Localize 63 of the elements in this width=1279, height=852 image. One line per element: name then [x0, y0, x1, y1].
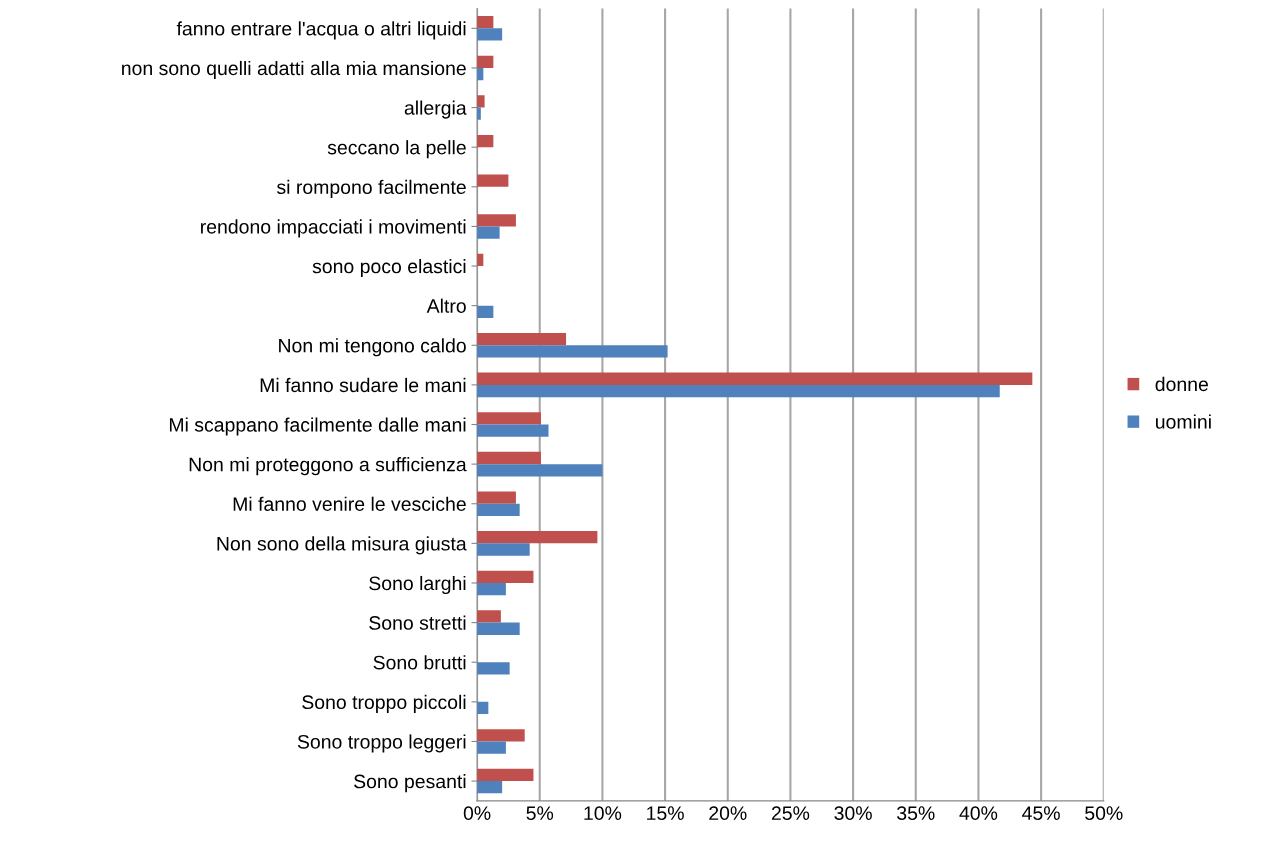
bar: [477, 16, 494, 29]
x-tick-label: 30%: [834, 806, 872, 821]
bar: [477, 226, 500, 239]
x-tick-label: 40%: [959, 806, 998, 821]
bar: [477, 741, 506, 754]
y-tick-label: Sono pesanti: [354, 774, 466, 793]
bar: [477, 305, 494, 318]
legend-label: uomini: [1156, 414, 1211, 429]
legend-label: donne: [1155, 376, 1208, 392]
y-tick-label: non sono quelli adatti alla mia mansione: [122, 60, 466, 80]
y-tick-label: seccano la pelle: [327, 140, 466, 159]
bar: [477, 582, 506, 596]
y-tick-label: sono poco elastici: [312, 258, 466, 278]
bar: [477, 134, 494, 148]
y-tick-label: Altro: [426, 298, 466, 313]
bar: [477, 384, 1000, 398]
bar: [477, 768, 534, 782]
y-tick-label: rendono impacciati i movimenti: [201, 219, 466, 238]
bar: [477, 28, 503, 41]
bar: [477, 464, 603, 477]
y-tick-label: Non mi tengono caldo: [279, 338, 466, 357]
y-tick-label: Sono stretti: [369, 615, 466, 630]
x-tick-label: 50%: [1085, 806, 1123, 821]
bar: [477, 345, 668, 358]
bar: [477, 214, 516, 227]
bar: [477, 55, 494, 68]
y-tick-label: si rompono facilmente: [276, 179, 466, 198]
x-tick-label: 20%: [709, 806, 747, 821]
bar: [477, 570, 534, 583]
y-tick-label: Sono larghi: [369, 575, 466, 595]
bar: [477, 729, 525, 742]
bar: [477, 610, 501, 623]
bar: [477, 412, 541, 425]
y-tick-label: Mi fanno sudare le mani: [260, 377, 466, 393]
y-tick-label: Non sono della misura giusta: [217, 536, 467, 555]
x-tick-label: 0%: [463, 806, 491, 821]
bar: [477, 451, 541, 465]
bar: [477, 781, 503, 794]
bar: [477, 531, 598, 544]
x-tick-label: 35%: [897, 806, 935, 821]
bar: [477, 503, 520, 517]
bar: [477, 662, 510, 675]
bar: [477, 95, 485, 108]
y-tick-label: Sono troppo piccoli: [302, 694, 466, 713]
bar: [477, 491, 516, 504]
y-tick-label: fanno entrare l'acqua o altri liquidi: [176, 21, 466, 40]
x-tick-label: 15%: [647, 806, 684, 821]
bar: [477, 174, 509, 187]
y-tick-label: Sono brutti: [373, 655, 466, 670]
y-tick-label: Mi scappano facilmente dalle mani: [169, 417, 466, 436]
x-tick-label: 45%: [1022, 806, 1060, 821]
x-tick-label: 10%: [584, 806, 622, 821]
y-tick-label: Mi fanno venire le vesciche: [233, 496, 466, 511]
y-tick-label: Non mi proteggono a sufficienza: [189, 457, 467, 476]
bar: [477, 622, 520, 635]
bar: [477, 332, 567, 346]
bar: [477, 372, 1033, 385]
x-tick-label: 25%: [771, 806, 810, 821]
y-tick-label: Sono troppo leggeri: [297, 734, 466, 753]
bar: [477, 424, 549, 437]
x-tick-label: 5%: [526, 806, 554, 821]
y-tick-label: allergia: [404, 100, 467, 119]
bar: [477, 543, 530, 556]
